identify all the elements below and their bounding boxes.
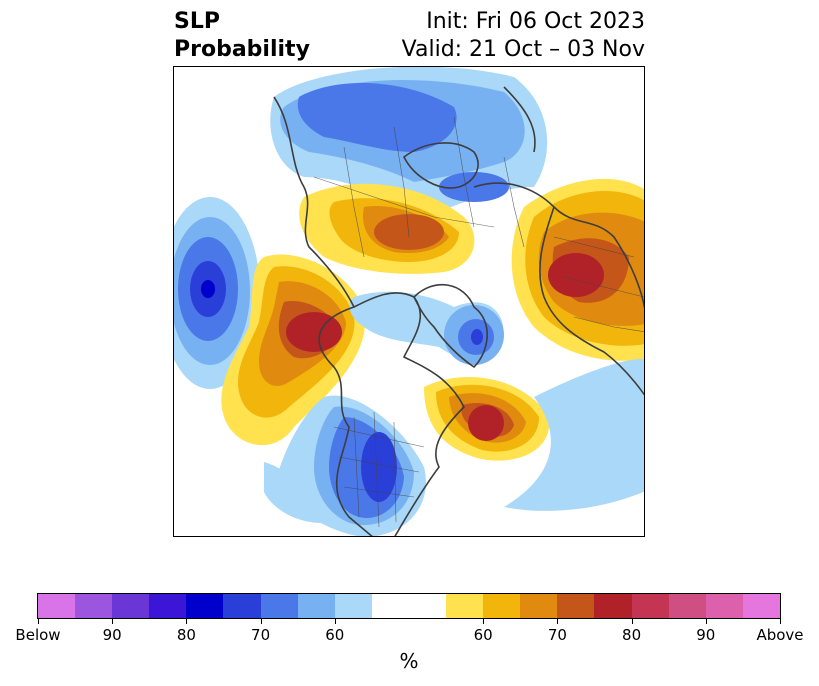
colorbar-tick-label: 70	[547, 626, 567, 644]
blue-region-pacific	[174, 197, 260, 389]
blue-region-usa	[264, 359, 644, 536]
colorbar-segment	[594, 594, 632, 618]
colorbar-segment	[631, 594, 669, 618]
colorbar-tickmark	[186, 619, 188, 624]
warm-region-east	[511, 178, 644, 361]
colorbar-segment	[557, 594, 595, 618]
colorbar-segment	[705, 594, 743, 618]
colorbar-tickmark	[780, 619, 781, 624]
colorbar-segment	[446, 594, 484, 618]
colorbar-tick-label: 70	[251, 626, 271, 644]
colorbar-segment	[186, 594, 224, 618]
colorbar-segment	[371, 594, 447, 618]
colorbar-tickmark	[112, 619, 114, 624]
colorbar-tick-label: 90	[696, 626, 716, 644]
probability-map	[173, 66, 645, 537]
warm-region-siberia	[299, 183, 475, 274]
colorbar-tickmark	[334, 619, 336, 624]
colorbar-segment	[112, 594, 150, 618]
colorbar-tick-label: 80	[176, 626, 196, 644]
map-svg	[174, 67, 644, 536]
chart-title: SLP Probability	[174, 8, 310, 64]
colorbar-tickmark	[631, 619, 633, 624]
colorbar-tick-label: Below	[15, 626, 61, 644]
colorbar-tick-label: 60	[473, 626, 493, 644]
probability-colorbar	[37, 593, 781, 619]
colorbar-segment	[334, 594, 372, 618]
colorbar-segment	[520, 594, 558, 618]
colorbar-segment	[668, 594, 706, 618]
colorbar-tick-label: 90	[102, 626, 122, 644]
colorbar-segment	[742, 594, 780, 618]
colorbar-tick-label: Above	[756, 626, 804, 644]
forecast-dates: Init: Fri 06 Oct 2023 Valid: 21 Oct – 03…	[402, 8, 645, 64]
colorbar-tick-label: 80	[622, 626, 642, 644]
colorbar-tickmark	[260, 619, 262, 624]
coastlines	[273, 86, 644, 536]
colorbar-segment	[149, 594, 187, 618]
colorbar-tickmark	[705, 619, 707, 624]
colorbar-segment	[483, 594, 521, 618]
title-line-1: SLP	[174, 9, 220, 34]
colorbar-tickmark	[38, 619, 39, 624]
colorbar-segment	[223, 594, 261, 618]
colorbar-tick-label: 60	[325, 626, 345, 644]
valid-range: Valid: 21 Oct – 03 Nov	[401, 37, 645, 62]
init-date: Init: Fri 06 Oct 2023	[426, 9, 645, 34]
colorbar-segment	[297, 594, 335, 618]
warm-region-atlantic	[424, 377, 550, 461]
warm-region-alaska	[221, 254, 366, 446]
colorbar-segment	[38, 594, 76, 618]
colorbar-tickmark	[557, 619, 559, 624]
colorbar-unit-label: %	[399, 649, 419, 673]
title-line-2: Probability	[174, 37, 310, 62]
colorbar-segment	[75, 594, 113, 618]
country-borders	[313, 116, 644, 528]
colorbar-segment	[260, 594, 298, 618]
blue-region-greenland	[349, 291, 504, 365]
colorbar-tickmark	[483, 619, 485, 624]
